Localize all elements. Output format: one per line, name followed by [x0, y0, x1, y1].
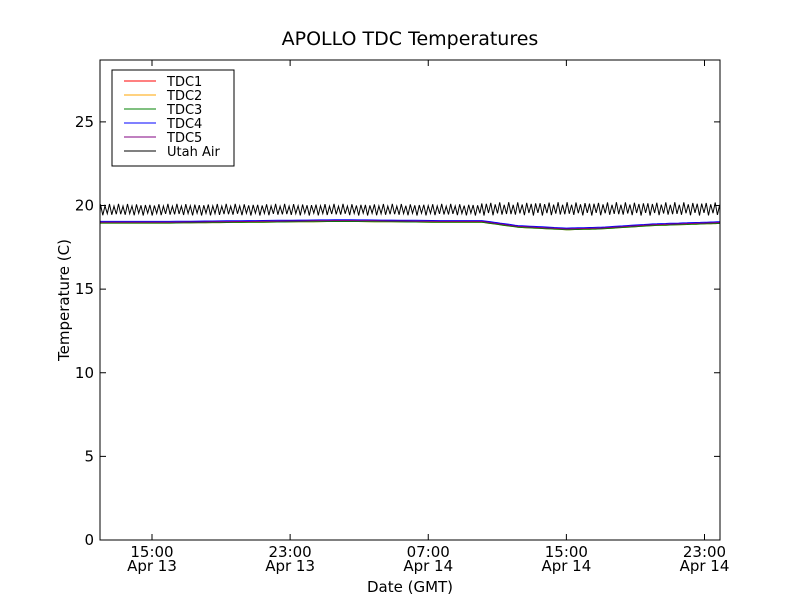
series-layer [99, 202, 721, 231]
series-line-tdc5 [100, 220, 721, 230]
series-line-tdc4 [100, 219, 721, 229]
legend-label: TDC5 [166, 131, 202, 146]
y-tick-label: 20 [75, 197, 94, 215]
legend-label: TDC1 [166, 75, 202, 90]
legend-label: TDC2 [166, 89, 202, 104]
legend-label: TDC3 [166, 103, 202, 118]
x-tick-date-label: Apr 13 [265, 557, 315, 575]
y-tick-label: 15 [75, 280, 94, 298]
x-tick-date-label: Apr 14 [680, 557, 730, 575]
x-tick-date-label: Apr 13 [127, 557, 177, 575]
x-tick-time-label: 15:00 [545, 543, 588, 561]
x-tick-time-label: 07:00 [407, 543, 450, 561]
y-tick-label: 0 [84, 531, 94, 549]
legend-label: TDC4 [166, 117, 202, 132]
y-tick-label: 25 [75, 113, 94, 131]
y-tick-label: 5 [84, 447, 94, 465]
x-tick-time-label: 23:00 [683, 543, 726, 561]
x-axis-label: Date (GMT) [367, 578, 453, 596]
plot-frame [99, 59, 721, 541]
x-tick-time-label: 15:00 [130, 543, 173, 561]
y-axis-label: Temperature (C) [55, 239, 73, 362]
x-tick-date-label: Apr 14 [403, 557, 453, 575]
legend-label: Utah Air [167, 145, 220, 160]
series-line-utah-air [99, 202, 721, 216]
chart-title: APOLLO TDC Temperatures [282, 28, 539, 50]
y-tick-label: 10 [75, 364, 94, 382]
x-tick-date-label: Apr 14 [541, 557, 591, 575]
series-line-tdc3 [100, 220, 721, 231]
x-tick-time-label: 23:00 [269, 543, 312, 561]
legend-box [111, 69, 235, 167]
